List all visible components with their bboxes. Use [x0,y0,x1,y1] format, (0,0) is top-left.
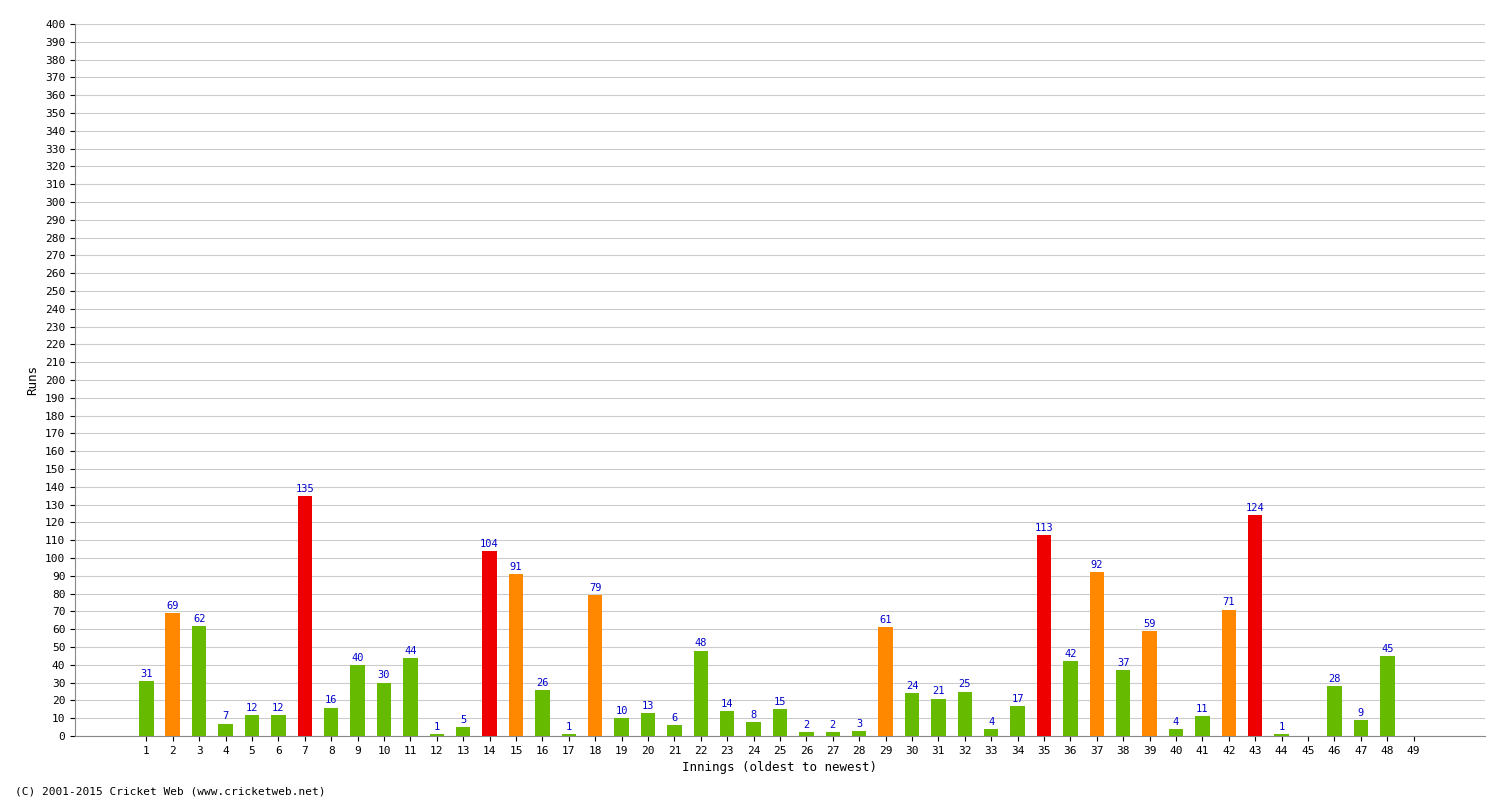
Bar [1011,706,1025,736]
Text: 17: 17 [1011,694,1025,704]
Text: 16: 16 [326,695,338,706]
Bar [1328,686,1341,736]
Text: 5: 5 [460,715,466,725]
Text: 28: 28 [1328,674,1341,684]
Bar [140,681,153,736]
Bar [615,718,628,736]
Bar [376,682,392,736]
Text: 59: 59 [1143,619,1156,629]
Text: 9: 9 [1358,708,1364,718]
Text: 8: 8 [750,710,756,720]
Bar [1143,631,1156,736]
Bar [324,707,339,736]
Text: 7: 7 [222,711,228,722]
Text: 21: 21 [932,686,945,697]
Bar [1275,734,1288,736]
Text: 113: 113 [1035,522,1053,533]
Text: 62: 62 [194,614,206,623]
Bar [720,711,735,736]
Bar [483,551,496,736]
Text: 92: 92 [1090,560,1102,570]
Bar [747,722,760,736]
Text: 30: 30 [378,670,390,681]
Text: 3: 3 [856,718,862,729]
Bar [588,595,603,736]
X-axis label: Innings (oldest to newest): Innings (oldest to newest) [682,762,877,774]
Text: 25: 25 [958,679,970,690]
Bar [192,626,207,736]
Text: 6: 6 [672,713,678,723]
Bar [852,730,867,736]
Bar [772,710,788,736]
Bar [219,723,232,736]
Text: 14: 14 [722,699,734,709]
Text: 31: 31 [140,669,153,678]
Bar [429,734,444,736]
Text: 2: 2 [830,720,836,730]
Text: 69: 69 [166,601,178,611]
Bar [1353,720,1368,736]
Bar [509,574,524,736]
Text: 91: 91 [510,562,522,572]
Bar [984,729,999,736]
Bar [272,714,285,736]
Bar [1221,610,1236,736]
Text: 40: 40 [351,653,364,662]
Bar [1248,515,1263,736]
Bar [879,627,892,736]
Text: 13: 13 [642,701,654,710]
Bar [404,658,417,736]
Text: 42: 42 [1064,649,1077,659]
Bar [244,714,260,736]
Text: 12: 12 [272,702,285,713]
Text: 24: 24 [906,681,918,691]
Bar [536,690,549,736]
Bar [1064,662,1077,736]
Bar [351,665,364,736]
Bar [693,650,708,736]
Bar [456,727,471,736]
Bar [668,726,681,736]
Bar [904,694,920,736]
Text: 79: 79 [590,583,602,594]
Text: 124: 124 [1246,503,1264,513]
Text: 44: 44 [404,646,417,655]
Bar [1196,717,1209,736]
Text: 12: 12 [246,702,258,713]
Bar [957,691,972,736]
Text: 45: 45 [1382,644,1394,654]
Text: 26: 26 [536,678,549,687]
Bar [1380,656,1395,736]
Text: 37: 37 [1118,658,1130,668]
Text: 1: 1 [1278,722,1286,732]
Text: 1: 1 [566,722,572,732]
Text: 135: 135 [296,483,314,494]
Bar [1116,670,1131,736]
Text: 15: 15 [774,697,786,707]
Bar [1036,535,1052,736]
Y-axis label: Runs: Runs [27,365,39,395]
Text: 4: 4 [988,717,994,726]
Bar [561,734,576,736]
Text: 10: 10 [615,706,628,716]
Bar [1089,572,1104,736]
Bar [825,733,840,736]
Text: 1: 1 [433,722,439,732]
Bar [165,613,180,736]
Text: 104: 104 [480,538,500,549]
Text: 11: 11 [1196,704,1209,714]
Bar [297,496,312,736]
Bar [1168,729,1184,736]
Text: 71: 71 [1222,598,1234,607]
Text: 2: 2 [804,720,810,730]
Text: 4: 4 [1173,717,1179,726]
Text: 61: 61 [879,615,892,626]
Bar [932,698,945,736]
Text: 48: 48 [694,638,706,649]
Bar [640,713,656,736]
Bar [800,733,813,736]
Text: (C) 2001-2015 Cricket Web (www.cricketweb.net): (C) 2001-2015 Cricket Web (www.cricketwe… [15,786,326,796]
